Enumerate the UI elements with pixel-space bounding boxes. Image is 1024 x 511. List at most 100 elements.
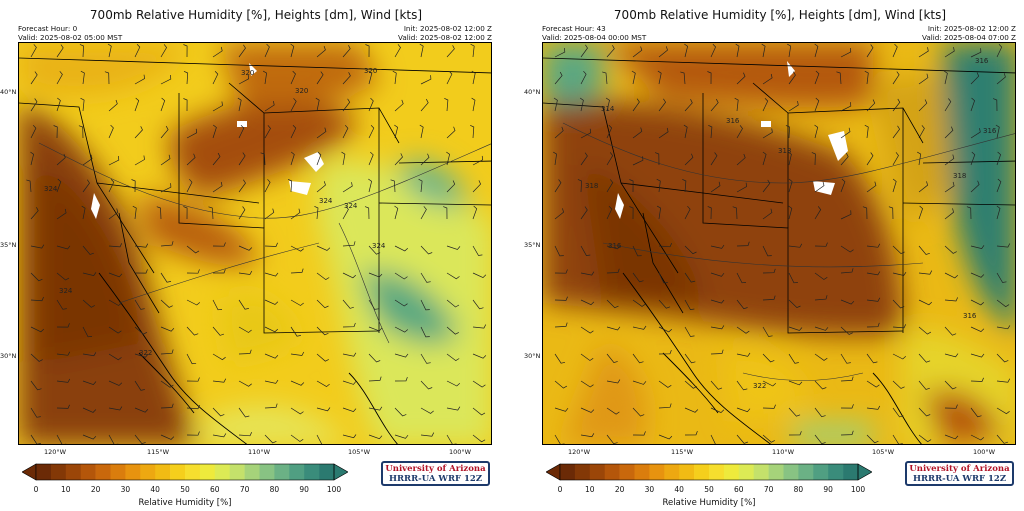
colorbar-extend-max [333, 463, 348, 481]
contour-label: 320 [295, 87, 308, 95]
wind-barb [420, 432, 435, 437]
colorbar-segment [155, 464, 171, 480]
wind-barb [580, 245, 591, 256]
wind-barb [394, 326, 409, 333]
wind-barb [160, 349, 174, 355]
lon-label: 105°W [347, 448, 371, 456]
wind-barb [658, 434, 673, 440]
wind-barb [82, 326, 93, 338]
wind-barb [710, 434, 716, 444]
wind-barb [82, 179, 90, 193]
valid-local: Valid: 2025-08-02 05:00 MST [18, 33, 123, 42]
wind-barb [943, 70, 948, 85]
wind-barb [785, 125, 790, 139]
coastline [98, 272, 398, 444]
wind-barb [684, 43, 688, 58]
wind-barb [470, 43, 475, 58]
wind-barb [736, 434, 749, 444]
wind-barb [186, 326, 199, 336]
lon-label: 105°W [871, 448, 895, 456]
wind-barbs [553, 43, 1011, 444]
wind-barb [632, 325, 647, 330]
wind-barb [56, 434, 67, 444]
init-time: Init: 2025-08-02 12:00 Z [403, 24, 492, 33]
contour-label: 322 [753, 382, 766, 390]
wind-barb [707, 206, 712, 220]
wind-barb [238, 432, 253, 437]
wind-barb [866, 297, 881, 302]
wind-barb [134, 326, 148, 335]
wind-barb [56, 245, 71, 250]
wind-barb [108, 434, 119, 444]
wind-barb [160, 125, 169, 139]
wind-barb [186, 431, 200, 436]
wind-barb [736, 241, 750, 247]
wind-barb [212, 46, 223, 58]
lon-label: 100°W [448, 448, 472, 456]
wind-barb [554, 126, 564, 139]
contour-label: 318 [778, 147, 791, 155]
wind-barb [840, 326, 853, 335]
colorbar-tick-label: 70 [239, 485, 250, 494]
wind-barb [420, 380, 433, 390]
wind-barb [554, 380, 568, 389]
contour-label: 324 [44, 185, 58, 193]
wind-barb [104, 71, 110, 85]
wind-barb [684, 380, 697, 389]
wind-barb [316, 353, 329, 362]
lat-label: 40°N [524, 88, 541, 96]
wind-barb [606, 379, 621, 384]
wind-barb [56, 97, 61, 112]
wind-barb [710, 380, 723, 390]
wind-barb [53, 125, 58, 139]
wind-barb [866, 380, 880, 388]
wind-barb [56, 351, 71, 356]
wind-barb [108, 99, 118, 112]
wind-barb [840, 268, 854, 274]
wind-barb [554, 296, 568, 301]
wind-barb [866, 99, 876, 112]
wind-barb [342, 434, 357, 439]
wind-barb [996, 73, 1006, 85]
wind-barb [554, 47, 566, 58]
wind-barb [684, 407, 699, 413]
wind-barb [606, 45, 615, 58]
wind-barb [238, 179, 246, 193]
wind-barb [368, 178, 372, 193]
contour-label: 316 [963, 312, 977, 320]
wind-barb [736, 352, 751, 357]
wind-barb [290, 208, 301, 220]
wind-barb [918, 380, 930, 390]
wind-barb [212, 378, 227, 383]
missing-data-areas [615, 61, 848, 219]
wind-barb [814, 295, 828, 301]
colorbar-segment [36, 464, 52, 480]
colorbar-tick-label: 30 [644, 485, 655, 494]
wind-barb [446, 245, 461, 250]
wind-barb [262, 70, 267, 85]
wind-barb [472, 407, 486, 416]
wind-barb [684, 299, 695, 310]
state-borders [19, 57, 491, 334]
wind-barb [892, 407, 904, 418]
wind-barb [134, 74, 145, 85]
wind-barb [394, 153, 403, 166]
wind-barb [134, 299, 145, 310]
wind-barb [657, 70, 662, 85]
wind-barb [787, 151, 792, 166]
wind-barb [81, 205, 86, 220]
wind-barb [134, 97, 140, 112]
wind-barb [864, 70, 869, 85]
colorbar-tick-label: 60 [734, 485, 744, 494]
wind-barb [762, 404, 776, 409]
wind-barb [342, 380, 357, 385]
wind-barb [788, 205, 793, 220]
init-info: Init: 2025-08-02 12:00 Z Valid: 2025-08-… [398, 24, 492, 42]
wind-barb [342, 322, 356, 328]
wind-barb [787, 43, 792, 58]
wind-barb [606, 353, 618, 364]
colorbar-segment [214, 464, 230, 480]
wind-barb [342, 407, 357, 413]
colorbar-tick-label: 100 [850, 485, 866, 494]
wind-barb [814, 272, 828, 280]
